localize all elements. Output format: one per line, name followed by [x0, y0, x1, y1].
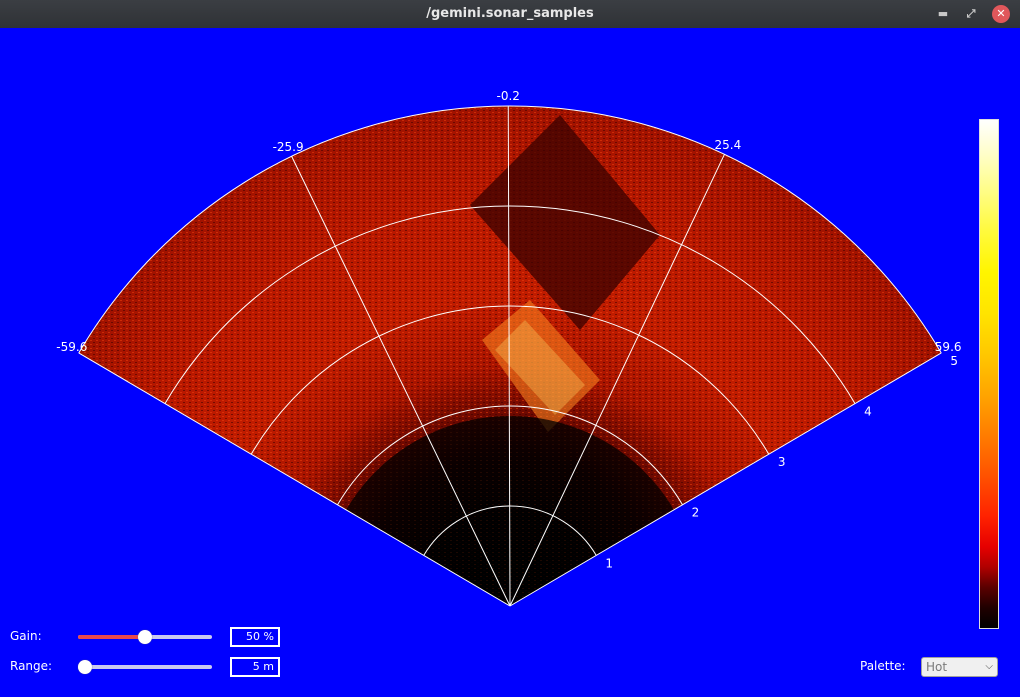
range-arc [337, 405, 683, 506]
range-arc [78, 105, 942, 354]
bearing-line [507, 106, 511, 607]
range-arc [164, 205, 856, 404]
sonar-shadow [470, 115, 660, 330]
bearing-label: -25.9 [273, 140, 304, 154]
sonar-grid [78, 105, 942, 607]
close-icon[interactable]: ✕ [992, 5, 1010, 23]
bearing-label: 25.4 [715, 138, 742, 152]
range-label: 5 [950, 354, 958, 368]
gain-slider-handle[interactable] [138, 630, 152, 644]
bearing-line [78, 352, 511, 607]
range-value-field[interactable]: 5 m [230, 657, 280, 677]
window-title: /gemini.sonar_samples [426, 6, 594, 21]
range-arc [250, 305, 770, 455]
sonar-bright-return-core [495, 320, 585, 415]
bearing-label: -59.6 [56, 340, 87, 354]
sonar-bright-return [482, 300, 600, 432]
gain-label: Gain: [10, 629, 42, 643]
bearing-line [509, 154, 725, 607]
color-scale-bar [979, 119, 999, 629]
range-slider-handle[interactable] [78, 660, 92, 674]
palette-label: Palette: [860, 659, 906, 673]
chevron-down-icon: ⌵ [985, 661, 993, 672]
range-label: 4 [864, 405, 872, 419]
bearing-label: 59.6 [935, 340, 962, 354]
range-slider[interactable] [78, 660, 212, 674]
bearing-label: -0.2 [497, 89, 520, 103]
range-label: Range: [10, 659, 53, 673]
minimize-icon[interactable]: ▬ [937, 7, 949, 20]
gain-value-field[interactable]: 50 % [230, 627, 280, 647]
range-label: 2 [692, 506, 700, 520]
bearing-line [509, 352, 942, 607]
title-bar[interactable]: /gemini.sonar_samples ▬ ⤢ ✕ [0, 0, 1020, 28]
palette-select[interactable]: Hot ⌵ [921, 657, 998, 677]
sonar-labels: -59.6 -25.9 -0.2 25.4 59.6 1 2 3 4 5 [56, 89, 961, 570]
sonar-fan-image: -59.6 -25.9 -0.2 25.4 59.6 1 2 3 4 5 [56, 89, 962, 607]
maximize-icon[interactable]: ⤢ [966, 7, 976, 20]
gain-slider-fill [78, 635, 145, 639]
gain-slider[interactable] [78, 630, 212, 644]
range-label: 3 [778, 455, 786, 469]
palette-selected-value: Hot [926, 660, 948, 674]
bearing-line [291, 156, 511, 607]
range-label: 1 [605, 556, 613, 570]
